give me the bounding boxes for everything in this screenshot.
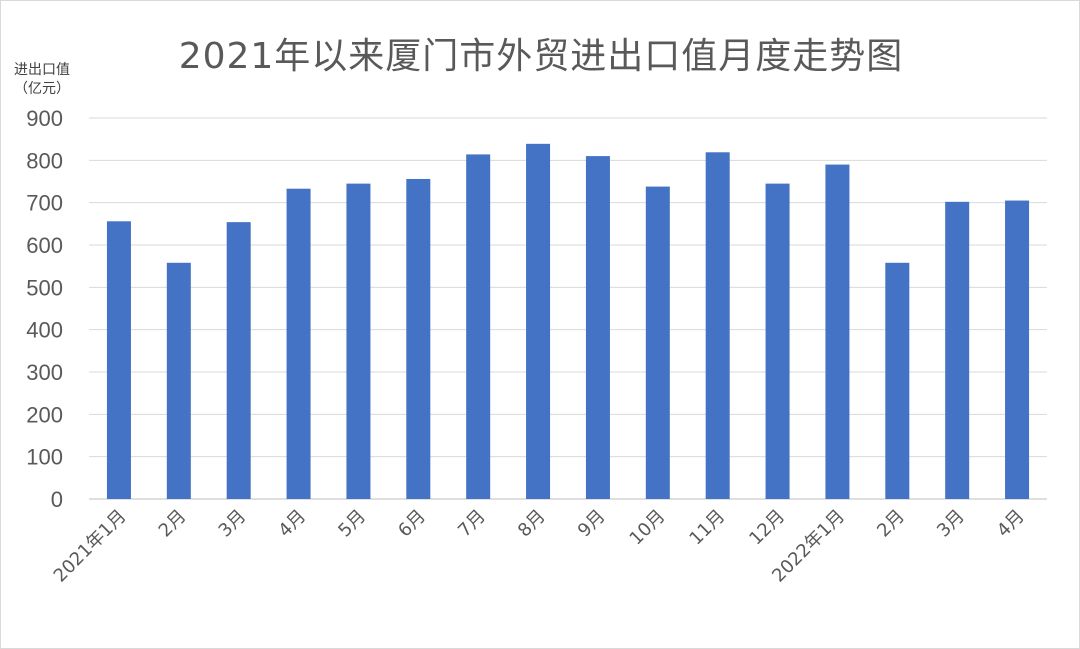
bar — [406, 178, 431, 499]
x-tick-label: 5月 — [334, 506, 370, 542]
x-tick-label: 9月 — [574, 506, 610, 542]
bar — [286, 188, 311, 500]
x-tick-label: 6月 — [394, 506, 430, 542]
bar — [1005, 200, 1030, 500]
y-tick-label: 800 — [26, 148, 63, 173]
bars — [106, 143, 1030, 500]
y-tick-labels: 0 100 200 300 400 500 600 700 800 900 — [26, 106, 63, 512]
bar — [765, 183, 790, 499]
y-tick-label: 900 — [26, 106, 63, 131]
chart-title: 2021年以来厦门市外贸进出口值月度走势图 — [178, 36, 904, 77]
y-axis-label-line-1: 进出口值 — [14, 62, 70, 78]
bar — [106, 221, 131, 499]
bar — [825, 164, 850, 500]
bar — [226, 222, 251, 499]
bar — [645, 186, 670, 499]
x-tick-label: 11月 — [685, 506, 729, 550]
bar — [885, 262, 910, 499]
x-tick-label: 12月 — [745, 506, 789, 550]
bar — [945, 201, 970, 499]
x-tick-label: 3月 — [215, 506, 251, 542]
y-tick-label: 100 — [26, 445, 63, 470]
x-tick-label: 2021年1月 — [50, 506, 131, 587]
bar — [705, 152, 730, 500]
y-tick-label: 400 — [26, 318, 63, 343]
y-axis-label-line-2: （亿元） — [14, 81, 70, 97]
x-tick-label: 4月 — [274, 506, 310, 542]
y-tick-label: 600 — [26, 233, 63, 258]
bar — [346, 183, 371, 499]
x-tick-label: 2月 — [873, 506, 909, 542]
y-tick-label: 300 — [26, 360, 63, 385]
y-tick-label: 200 — [26, 402, 63, 427]
y-tick-label: 0 — [51, 487, 63, 512]
x-tick-label: 10月 — [626, 506, 670, 550]
x-tick-label: 7月 — [454, 506, 490, 542]
y-tick-label: 700 — [26, 191, 63, 216]
bar — [526, 143, 551, 499]
y-tick-label: 500 — [26, 275, 63, 300]
bar — [585, 156, 610, 499]
x-tick-label: 3月 — [933, 506, 969, 542]
x-tick-label: 8月 — [514, 506, 550, 542]
bar — [466, 154, 491, 499]
bar — [166, 262, 191, 499]
x-tick-label: 2月 — [155, 506, 191, 542]
y-axis-label: 进出口值 （亿元） — [7, 61, 77, 99]
x-tick-label: 4月 — [993, 506, 1029, 542]
